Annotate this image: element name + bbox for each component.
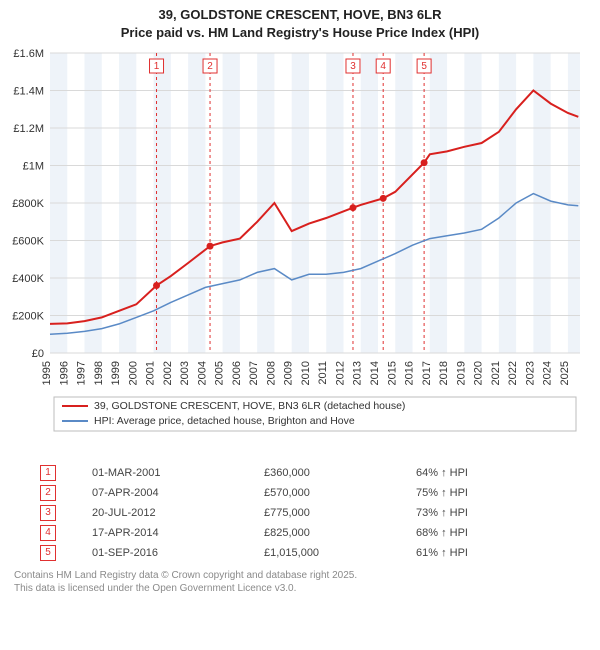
marker-badge: 1 [40,465,56,481]
title-line-1: 39, GOLDSTONE CRESCENT, HOVE, BN3 6LR [10,6,590,24]
sale-pct: 64% ↑ HPI [410,463,586,483]
svg-text:2017: 2017 [421,361,433,385]
sales-table: 1 01-MAR-2001£360,00064% ↑ HPI 2 07-APR-200… [34,463,586,563]
svg-text:1996: 1996 [58,361,70,385]
svg-text:2015: 2015 [386,361,398,385]
table-row: 2 07-APR-2004£570,00075% ↑ HPI [34,483,586,503]
price-chart: £0 £200K £400K £600K £800K £1M £1.2M £1.4M £1.6M… [0,43,600,463]
svg-text:£200K: £200K [12,311,44,323]
marker-badge: 5 [40,545,56,561]
svg-text:2008: 2008 [265,361,277,385]
svg-text:2006: 2006 [231,361,243,385]
table-row: 3 20-JUL-2012£775,00073% ↑ HPI [34,503,586,523]
sale-pct: 73% ↑ HPI [410,503,586,523]
svg-text:2016: 2016 [404,361,416,385]
sale-price: £775,000 [258,503,410,523]
svg-text:£0: £0 [32,348,44,360]
sale-price: £1,015,000 [258,543,410,563]
svg-text:2004: 2004 [196,361,208,385]
sale-date: 07-APR-2004 [86,483,258,503]
svg-text:1999: 1999 [110,361,122,385]
svg-text:2021: 2021 [490,361,502,385]
svg-text:£1.6M: £1.6M [13,48,44,60]
svg-text:2: 2 [207,61,213,72]
svg-text:2023: 2023 [524,361,536,385]
marker-badge: 3 [40,505,56,521]
licence-line-2: This data is licensed under the Open Gov… [14,582,586,595]
svg-text:£600K: £600K [12,236,44,248]
svg-text:2018: 2018 [438,361,450,385]
svg-text:2025: 2025 [559,361,571,385]
table-row: 4 17-APR-2014£825,00068% ↑ HPI [34,523,586,543]
marker-badge: 2 [40,485,56,501]
svg-text:£400K: £400K [12,273,44,285]
svg-text:2011: 2011 [317,361,329,385]
svg-text:£800K: £800K [12,198,44,210]
svg-text:£1M: £1M [23,161,44,173]
svg-text:£1.2M: £1.2M [13,123,44,135]
svg-text:2001: 2001 [145,361,157,385]
sale-price: £825,000 [258,523,410,543]
sale-pct: 61% ↑ HPI [410,543,586,563]
chart-title-block: 39, GOLDSTONE CRESCENT, HOVE, BN3 6LR Pr… [0,0,600,43]
sale-pct: 75% ↑ HPI [410,483,586,503]
svg-text:4: 4 [380,61,386,72]
table-row: 5 01-SEP-2016£1,015,00061% ↑ HPI [34,543,586,563]
sale-price: £360,000 [258,463,410,483]
svg-text:2003: 2003 [179,361,191,385]
licence-line-1: Contains HM Land Registry data © Crown c… [14,569,586,582]
marker-badge: 4 [40,525,56,541]
svg-text:2019: 2019 [455,361,467,385]
svg-text:2009: 2009 [283,361,295,385]
svg-text:39, GOLDSTONE CRESCENT, HOVE,: 39, GOLDSTONE CRESCENT, HOVE, BN3 6LR (d… [94,400,405,412]
svg-text:2012: 2012 [334,361,346,385]
svg-text:2022: 2022 [507,361,519,385]
svg-text:2002: 2002 [162,361,174,385]
svg-text:2000: 2000 [127,361,139,385]
svg-text:HPI: Average price, detached h: HPI: Average price, detached house, Brig… [94,415,355,427]
svg-text:2005: 2005 [214,361,226,385]
svg-text:3: 3 [350,61,356,72]
sale-pct: 68% ↑ HPI [410,523,586,543]
svg-text:2014: 2014 [369,361,381,385]
svg-text:2020: 2020 [473,361,485,385]
title-line-2: Price paid vs. HM Land Registry's House … [10,24,590,42]
svg-text:1997: 1997 [76,361,88,385]
svg-text:2007: 2007 [248,361,260,385]
table-row: 1 01-MAR-2001£360,00064% ↑ HPI [34,463,586,483]
sale-date: 20-JUL-2012 [86,503,258,523]
svg-text:1998: 1998 [93,361,105,385]
sale-date: 01-SEP-2016 [86,543,258,563]
svg-text:2010: 2010 [300,361,312,385]
svg-text:2013: 2013 [352,361,364,385]
sale-price: £570,000 [258,483,410,503]
svg-text:2024: 2024 [542,361,554,385]
svg-text:5: 5 [421,61,427,72]
licence-block: Contains HM Land Registry data © Crown c… [0,563,600,603]
svg-text:£1.4M: £1.4M [13,86,44,98]
sale-date: 01-MAR-2001 [86,463,258,483]
svg-text:1: 1 [154,61,160,72]
sale-date: 17-APR-2014 [86,523,258,543]
svg-text:1995: 1995 [41,361,53,385]
